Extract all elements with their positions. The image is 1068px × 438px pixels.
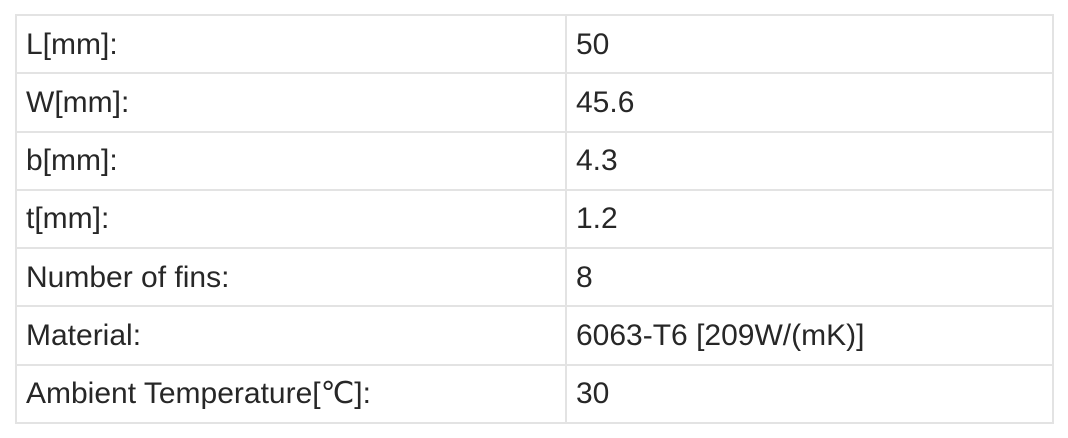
table-row: W[mm]: 45.6 [15,72,1054,133]
param-value-cell: 6063-T6 [209W/(mK)] [565,305,1054,366]
parameters-table: L[mm]: 50 W[mm]: 45.6 b[mm]: 4.3 t[mm]: … [15,13,1054,425]
table-row: Number of fins: 8 [15,247,1054,308]
param-label-cell: Number of fins: [15,247,567,308]
param-value-cell: 50 [565,13,1054,75]
param-label-cell: Ambient Temperature[℃]: [15,363,567,425]
table-row: t[mm]: 1.2 [15,188,1054,250]
param-value-cell: 45.6 [565,72,1054,133]
param-label-cell: t[mm]: [15,188,567,250]
param-label-cell: L[mm]: [15,13,567,75]
table-row: Material: 6063-T6 [209W/(mK)] [15,305,1054,366]
param-label-cell: W[mm]: [15,72,567,133]
param-value-cell: 1.2 [565,188,1054,250]
table-row: Ambient Temperature[℃]: 30 [15,363,1054,425]
param-label-cell: b[mm]: [15,130,567,191]
param-value-cell: 30 [565,363,1054,425]
param-value-cell: 4.3 [565,130,1054,191]
param-label-cell: Material: [15,305,567,366]
table-row: L[mm]: 50 [15,13,1054,75]
table-row: b[mm]: 4.3 [15,130,1054,191]
param-value-cell: 8 [565,247,1054,308]
